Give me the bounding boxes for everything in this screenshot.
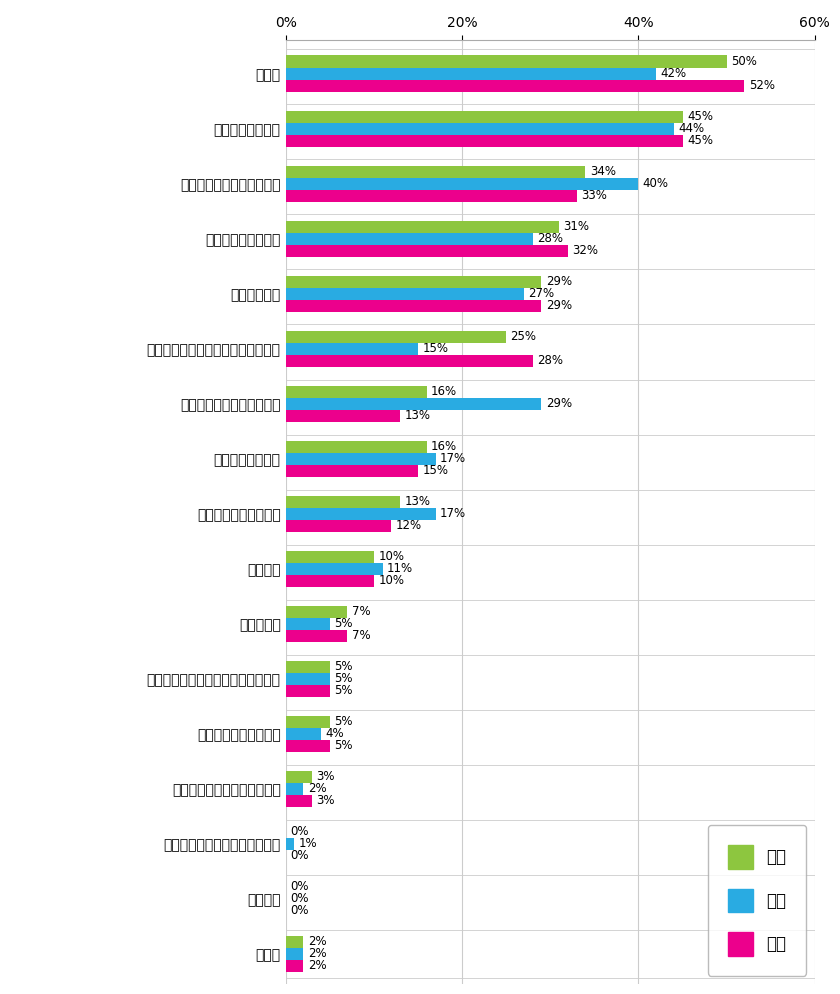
Bar	[286, 740, 330, 751]
Text: 40%: 40%	[643, 177, 669, 190]
Bar	[286, 947, 303, 960]
Text: 12%: 12%	[396, 519, 422, 533]
Text: 2%: 2%	[307, 935, 326, 948]
Bar	[286, 166, 585, 178]
Text: 0%: 0%	[290, 893, 308, 906]
Text: 4%: 4%	[325, 728, 344, 741]
Text: 17%: 17%	[440, 452, 466, 465]
Bar	[286, 355, 533, 367]
Bar	[286, 575, 374, 586]
Bar	[286, 410, 401, 421]
Bar	[286, 233, 533, 245]
Bar	[286, 685, 330, 697]
Bar	[286, 551, 374, 563]
Text: 3%: 3%	[317, 770, 335, 783]
Text: 31%: 31%	[564, 220, 590, 233]
Text: 7%: 7%	[352, 629, 370, 642]
Text: 32%: 32%	[572, 245, 598, 257]
Bar	[286, 122, 674, 135]
Bar	[286, 661, 330, 673]
Text: 45%: 45%	[687, 110, 713, 123]
Bar	[286, 331, 506, 343]
Bar	[286, 563, 383, 575]
Text: 13%: 13%	[405, 495, 431, 508]
Text: 11%: 11%	[387, 563, 413, 576]
Text: 0%: 0%	[290, 825, 308, 838]
Bar	[286, 795, 312, 807]
Text: 13%: 13%	[405, 410, 431, 422]
Text: 45%: 45%	[687, 134, 713, 147]
Text: 5%: 5%	[334, 660, 353, 673]
Legend: 全体, 男性, 女性: 全体, 男性, 女性	[708, 825, 806, 976]
Text: 3%: 3%	[317, 794, 335, 807]
Text: 16%: 16%	[431, 385, 457, 399]
Text: 25%: 25%	[511, 330, 537, 343]
Bar	[286, 673, 330, 685]
Text: 50%: 50%	[731, 55, 757, 68]
Text: 7%: 7%	[352, 605, 370, 618]
Bar	[286, 728, 321, 740]
Bar	[286, 398, 542, 410]
Bar	[286, 508, 435, 520]
Bar	[286, 630, 348, 642]
Text: 10%: 10%	[378, 575, 404, 587]
Bar	[286, 178, 638, 190]
Bar	[286, 770, 312, 782]
Text: 2%: 2%	[307, 959, 326, 972]
Bar	[286, 56, 727, 68]
Bar	[286, 110, 683, 122]
Text: 44%: 44%	[678, 122, 704, 135]
Bar	[286, 935, 303, 947]
Text: 16%: 16%	[431, 440, 457, 453]
Text: 10%: 10%	[378, 550, 404, 564]
Text: 33%: 33%	[581, 189, 607, 202]
Text: 17%: 17%	[440, 507, 466, 520]
Bar	[286, 440, 427, 452]
Text: 5%: 5%	[334, 617, 353, 630]
Bar	[286, 782, 303, 795]
Text: 5%: 5%	[334, 684, 353, 698]
Bar	[286, 300, 542, 312]
Bar	[286, 80, 744, 91]
Text: 29%: 29%	[546, 299, 572, 312]
Bar	[286, 343, 418, 355]
Text: 0%: 0%	[290, 850, 308, 863]
Bar	[286, 221, 559, 233]
Text: 5%: 5%	[334, 740, 353, 752]
Text: 29%: 29%	[546, 398, 572, 411]
Text: 2%: 2%	[307, 782, 326, 795]
Bar	[286, 245, 568, 256]
Text: 1%: 1%	[299, 837, 318, 850]
Text: 42%: 42%	[660, 68, 686, 81]
Bar	[286, 465, 418, 477]
Text: 5%: 5%	[334, 715, 353, 729]
Text: 28%: 28%	[537, 354, 563, 368]
Text: 5%: 5%	[334, 672, 353, 685]
Bar	[286, 135, 683, 147]
Bar	[286, 960, 303, 972]
Text: 15%: 15%	[423, 464, 449, 477]
Text: 0%: 0%	[290, 881, 308, 894]
Text: 0%: 0%	[290, 905, 308, 917]
Bar	[286, 838, 295, 850]
Text: 29%: 29%	[546, 275, 572, 288]
Text: 28%: 28%	[537, 233, 563, 246]
Bar	[286, 287, 524, 300]
Bar	[286, 496, 401, 508]
Text: 2%: 2%	[307, 947, 326, 960]
Bar	[286, 617, 330, 630]
Text: 34%: 34%	[590, 165, 616, 178]
Bar	[286, 68, 656, 80]
Bar	[286, 520, 391, 532]
Bar	[286, 605, 348, 617]
Text: 52%: 52%	[748, 80, 774, 92]
Bar	[286, 275, 542, 287]
Bar	[286, 452, 435, 465]
Bar	[286, 190, 576, 202]
Bar	[286, 716, 330, 728]
Text: 27%: 27%	[528, 287, 554, 300]
Text: 15%: 15%	[423, 342, 449, 355]
Bar	[286, 386, 427, 398]
